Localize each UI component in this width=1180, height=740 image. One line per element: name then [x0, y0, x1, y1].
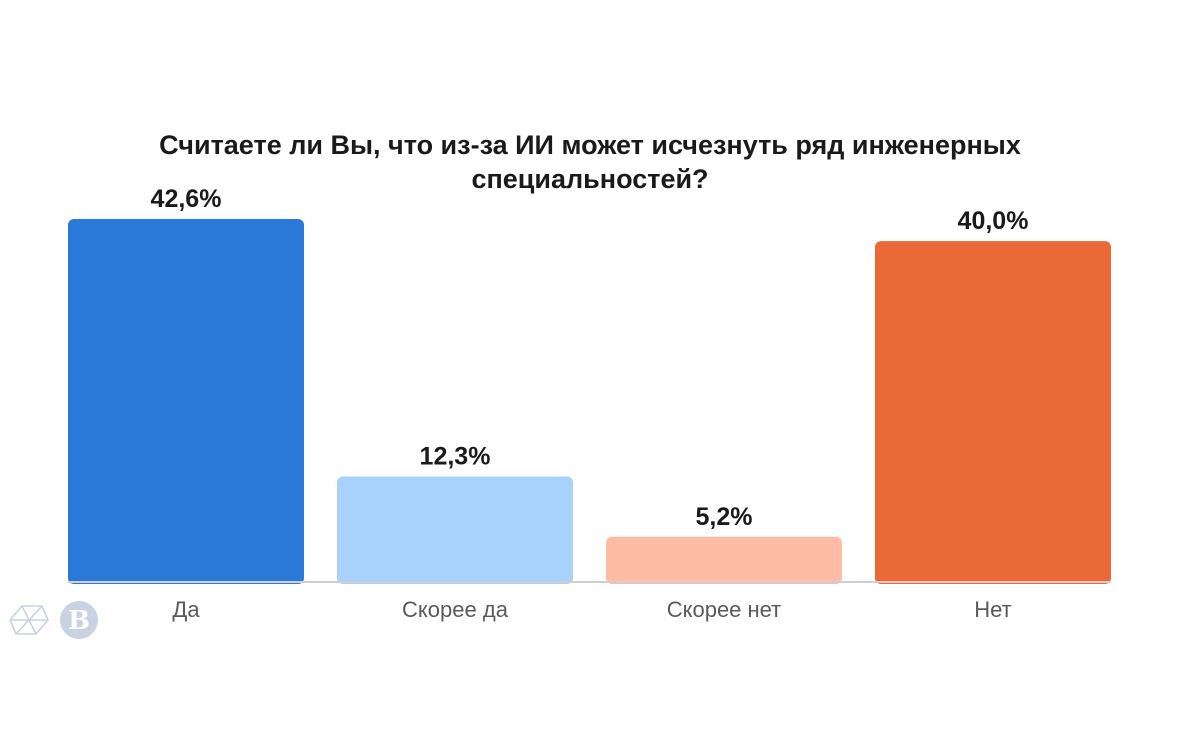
chart-title: Считаете ли Вы, что из-за ИИ может исчез… — [90, 128, 1090, 196]
chart-title-line-2: специальностей? — [471, 164, 709, 194]
bar-скорее-нет — [606, 536, 842, 584]
bar-нет — [875, 241, 1111, 584]
category-label-скорее-да: Скорее да — [402, 597, 509, 622]
category-label-скорее-нет: Скорее нет — [667, 597, 782, 622]
bar-скорее-да — [337, 476, 573, 584]
bar-да — [68, 219, 304, 584]
category-label-нет: Нет — [974, 597, 1011, 622]
value-label-нет: 40,0% — [958, 207, 1029, 235]
hse-seal-logo-icon: В — [60, 601, 98, 639]
logos: В — [9, 601, 98, 639]
hse-seal-letter: В — [68, 606, 90, 636]
value-label-да: 42,6% — [151, 185, 222, 213]
value-label-скорее-да: 12,3% — [420, 442, 491, 470]
wireframe-logo-icon — [9, 605, 49, 635]
value-label-скорее-нет: 5,2% — [696, 503, 753, 531]
chart-title-line-1: Считаете ли Вы, что из-за ИИ может исчез… — [159, 130, 1021, 160]
category-label-да: Да — [172, 597, 200, 622]
